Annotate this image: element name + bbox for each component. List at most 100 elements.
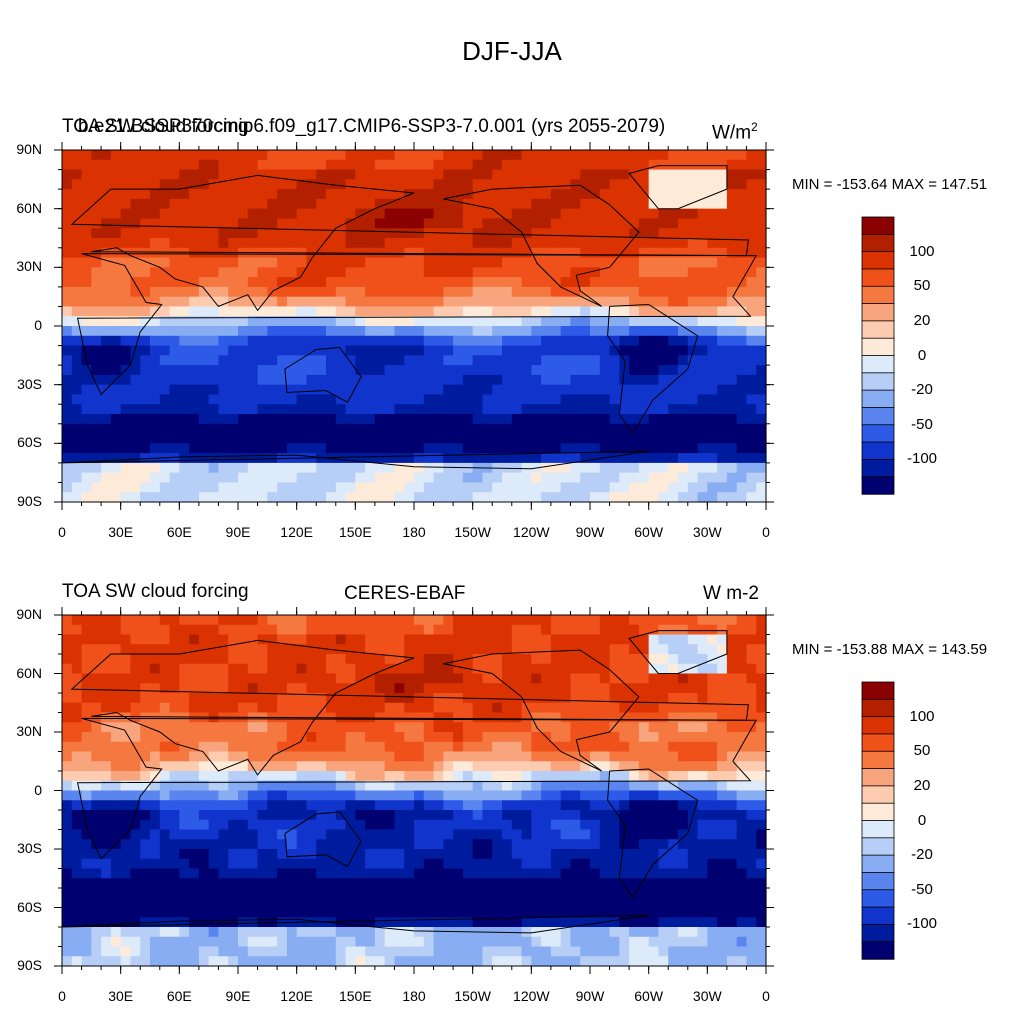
field-cell — [345, 335, 356, 347]
field-cell — [394, 829, 405, 840]
field-cell — [198, 712, 210, 723]
field-cell — [638, 257, 650, 268]
field-cell — [169, 780, 180, 792]
field-cell — [179, 829, 190, 840]
field-cell — [198, 433, 210, 444]
field-cell — [150, 741, 161, 753]
field-cell — [541, 306, 552, 317]
field-cell — [687, 634, 699, 645]
field-cell — [71, 712, 83, 723]
field-cell — [326, 277, 337, 288]
field-cell — [707, 878, 718, 889]
field-cell — [668, 198, 679, 210]
field-cell — [404, 179, 415, 190]
field-cell — [414, 453, 425, 464]
field-cell — [707, 897, 718, 909]
field-cell — [531, 159, 542, 171]
field-cell — [189, 819, 200, 831]
field-cell — [482, 169, 493, 180]
field-cell — [482, 404, 493, 415]
field-cell — [277, 345, 288, 356]
field-cell — [648, 384, 660, 396]
field-cell — [179, 693, 190, 704]
field-cell — [208, 267, 220, 278]
field-cell — [130, 858, 141, 870]
field-cell — [101, 462, 112, 474]
field-cell — [296, 771, 308, 782]
field-cell — [717, 858, 728, 870]
field-cell — [286, 277, 298, 288]
field-cell — [71, 624, 83, 636]
field-cell — [629, 414, 640, 425]
field-cell — [541, 247, 552, 259]
field-cell — [198, 198, 210, 210]
field-cell — [91, 858, 102, 870]
field-cell — [345, 741, 356, 753]
field-cell — [404, 443, 415, 454]
field-cell — [580, 374, 591, 386]
field-cell — [453, 198, 464, 210]
field-cell — [443, 306, 454, 317]
field-cell — [599, 345, 611, 356]
field-cell — [697, 897, 708, 909]
field-cell — [609, 453, 620, 464]
field-cell — [150, 482, 161, 493]
field-cell — [609, 732, 620, 743]
field-cell — [511, 150, 523, 161]
field-cell — [648, 771, 660, 782]
field-cell — [150, 394, 161, 405]
field-cell — [678, 858, 689, 870]
field-cell — [414, 365, 425, 376]
field-cell — [228, 218, 239, 229]
field-cell — [326, 335, 337, 347]
field-cell — [414, 326, 425, 337]
field-cell — [384, 277, 396, 288]
field-cell — [91, 751, 102, 762]
field-cell — [462, 472, 474, 484]
field-cell — [707, 374, 718, 386]
field-cell — [609, 306, 620, 317]
field-cell — [277, 673, 288, 684]
field-cell — [71, 819, 83, 831]
field-cell — [609, 654, 620, 665]
field-cell — [404, 374, 415, 386]
field-cell — [433, 374, 444, 386]
field-cell — [648, 800, 660, 811]
field-cell — [374, 189, 386, 200]
field-cell — [756, 198, 767, 210]
field-cell — [638, 384, 650, 396]
field-cell — [62, 345, 73, 356]
field-cell — [648, 819, 660, 831]
field-cell — [541, 218, 552, 229]
field-cell — [355, 644, 366, 655]
field-cell — [648, 790, 660, 801]
field-cell — [590, 228, 601, 239]
field-cell — [247, 849, 259, 860]
field-cell — [648, 374, 660, 386]
field-cell — [306, 159, 317, 171]
field-cell — [433, 326, 444, 337]
field-cell — [198, 345, 210, 356]
field-cell — [443, 858, 454, 870]
field-cell — [218, 741, 229, 753]
field-cell — [394, 888, 405, 899]
field-cell — [707, 780, 718, 792]
field-cell — [746, 394, 757, 405]
field-cell — [365, 453, 376, 464]
field-cell — [736, 673, 748, 684]
field-cell — [453, 384, 464, 396]
field-cell — [414, 819, 425, 831]
field-cell — [404, 423, 415, 435]
field-cell — [140, 615, 151, 626]
field-cell — [101, 673, 112, 684]
field-cell — [179, 849, 190, 860]
field-cell — [619, 800, 630, 811]
field-cell — [756, 159, 767, 171]
field-cell — [550, 453, 562, 464]
field-cell — [580, 414, 591, 425]
field-cell — [492, 722, 503, 733]
field-cell — [394, 306, 405, 317]
field-cell — [482, 179, 493, 190]
field-cell — [110, 907, 122, 918]
field-cell — [335, 296, 347, 308]
